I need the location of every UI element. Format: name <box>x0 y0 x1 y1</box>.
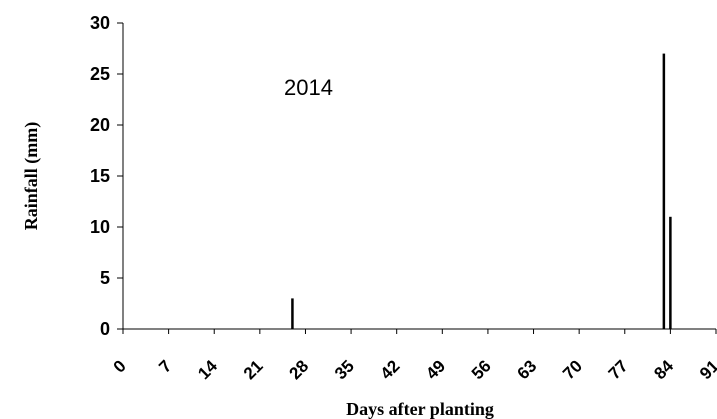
x-tick-label: 0 <box>110 356 130 376</box>
rainfall-bar <box>291 298 294 329</box>
y-tick-label: 10 <box>90 217 110 237</box>
y-tick-label: 0 <box>100 319 110 339</box>
x-tick-label: 63 <box>514 356 541 383</box>
x-tick-label: 84 <box>650 356 677 383</box>
rainfall-bar <box>662 53 666 329</box>
x-tick-label: 21 <box>240 356 267 383</box>
x-tick-label: 56 <box>468 356 495 383</box>
x-tick-label: 14 <box>194 356 221 383</box>
x-tick-label: 42 <box>377 356 404 383</box>
rainfall-bar <box>669 216 672 329</box>
rainfall-bars <box>291 53 672 329</box>
x-axis-title: Days after planting <box>346 399 494 419</box>
x-tick-label: 49 <box>422 356 449 383</box>
x-tick-label: 77 <box>605 356 632 383</box>
y-tick-label: 5 <box>100 268 110 288</box>
x-tick-label: 7 <box>155 356 175 376</box>
x-tick-label: 91 <box>696 356 717 383</box>
year-annotation: 2014 <box>284 75 333 100</box>
y-tick-label: 30 <box>90 13 110 33</box>
y-tick-label: 15 <box>90 166 110 186</box>
y-axis-title: Rainfall (mm) <box>21 122 42 230</box>
y-tick-label: 20 <box>90 115 110 135</box>
y-axis: 0 5 10 15 20 25 30 <box>90 13 124 339</box>
x-tick-label: 28 <box>285 356 312 383</box>
y-tick-label: 25 <box>90 64 110 84</box>
x-tick-label: 35 <box>331 356 358 383</box>
x-axis: 0 7 14 21 28 35 42 49 56 63 70 77 84 91 <box>110 328 717 383</box>
x-tick-label: 70 <box>559 356 586 383</box>
